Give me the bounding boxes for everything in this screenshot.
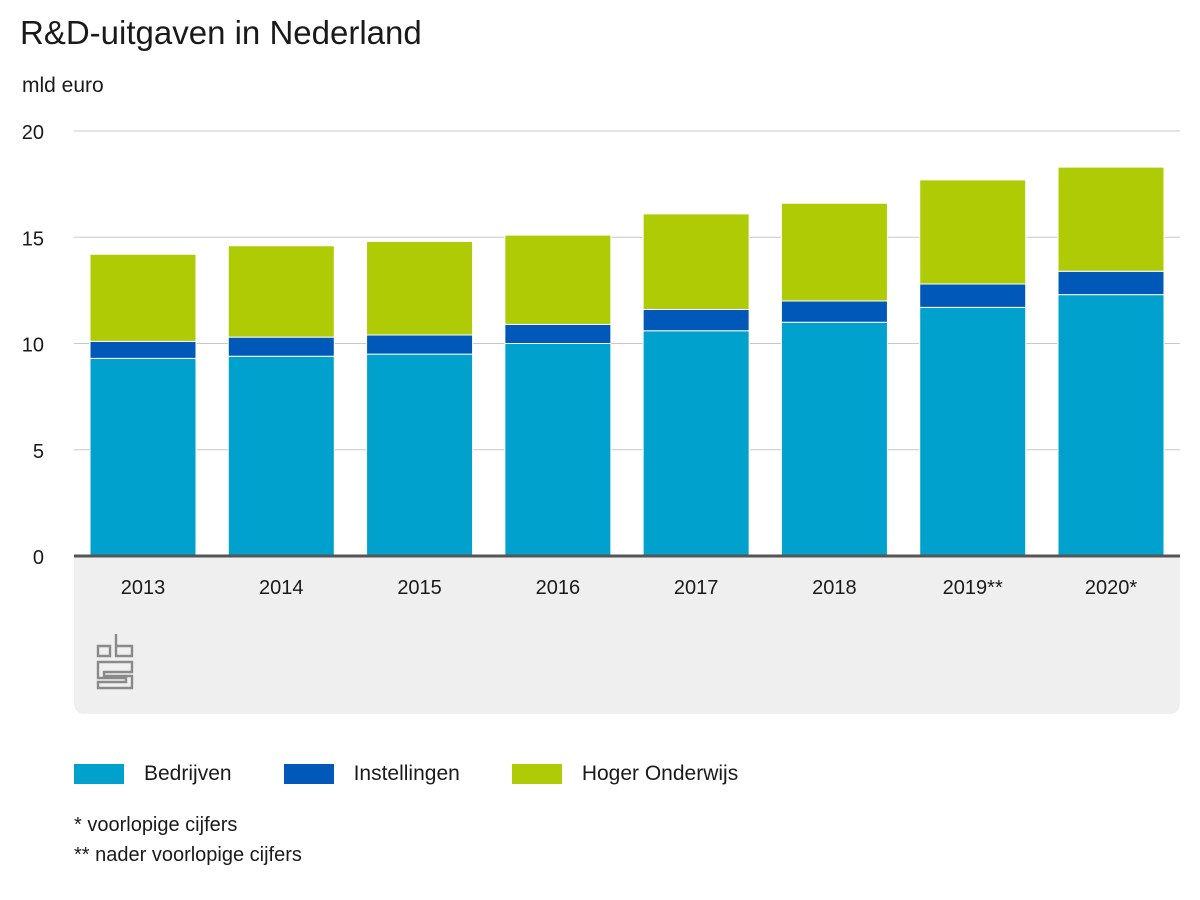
bar-segment bbox=[227, 245, 335, 338]
x-tick-label: 2013 bbox=[121, 577, 166, 599]
legend-swatch-hoger-onderwijs bbox=[511, 764, 562, 784]
bar-segment bbox=[89, 340, 197, 359]
bar-segment bbox=[366, 241, 474, 336]
y-tick-label: 5 bbox=[33, 441, 44, 463]
legend-item-bedrijven: Bedrijven bbox=[74, 762, 232, 786]
bar-segment bbox=[1057, 166, 1165, 272]
chart-title: R&D-uitgaven in Nederland bbox=[20, 14, 422, 51]
bar-segment bbox=[780, 202, 888, 302]
bar-segment bbox=[89, 357, 197, 557]
chart-plot: 0 5 10 15 20 2013 2014 2015 2016 2017 2018 2019** 20… bbox=[22, 122, 1180, 599]
bar-segment bbox=[504, 234, 612, 325]
x-tick-label: 2014 bbox=[259, 577, 304, 599]
footnote-voorlopig: * voorlopige cijfers bbox=[74, 814, 238, 836]
legend-label: Hoger Onderwijs bbox=[581, 762, 739, 785]
x-tick-label: 2016 bbox=[536, 577, 581, 599]
y-axis-unit-label: mld euro bbox=[22, 74, 104, 97]
y-tick-label: 20 bbox=[22, 122, 44, 144]
bar-segment bbox=[780, 321, 888, 557]
x-axis-panel bbox=[74, 556, 1180, 714]
bar-segment bbox=[1057, 294, 1165, 557]
legend: Bedrijven Instellingen Hoger Onderwijs bbox=[74, 762, 790, 786]
cbs-logo bbox=[96, 634, 134, 690]
bar-segment bbox=[919, 283, 1027, 308]
legend-item-hoger-onderwijs: Hoger Onderwijs bbox=[511, 762, 739, 786]
y-tick-label: 15 bbox=[22, 228, 44, 250]
bar-segment bbox=[642, 330, 750, 557]
bar-segment bbox=[89, 253, 197, 342]
bar-segment bbox=[919, 306, 1027, 557]
x-tick-label: 2020* bbox=[1085, 577, 1137, 599]
x-tick-label: 2017 bbox=[674, 577, 719, 599]
legend-label: Instellingen bbox=[353, 762, 460, 785]
bar-segment bbox=[1057, 270, 1165, 296]
legend-swatch-instellingen bbox=[283, 764, 334, 784]
bar-segment bbox=[504, 323, 612, 344]
y-tick-label: 10 bbox=[22, 335, 44, 357]
x-tick-label: 2015 bbox=[397, 577, 442, 599]
bar-segment bbox=[642, 309, 750, 332]
bar-segment bbox=[780, 300, 888, 323]
legend-swatch-bedrijven bbox=[74, 764, 124, 784]
bar-segment bbox=[227, 336, 335, 357]
legend-item-instellingen: Instellingen bbox=[283, 762, 460, 786]
bar-segment bbox=[642, 213, 750, 310]
bar-segment bbox=[227, 355, 335, 557]
x-tick-label: 2019** bbox=[943, 577, 1003, 599]
legend-label: Bedrijven bbox=[144, 762, 232, 785]
y-tick-label: 0 bbox=[33, 547, 44, 569]
bar-segment bbox=[366, 353, 474, 557]
bar-segment bbox=[919, 179, 1027, 285]
bar-segment bbox=[366, 334, 474, 355]
bar-segment bbox=[504, 343, 612, 557]
footnote-nader-voorlopig: ** nader voorlopige cijfers bbox=[74, 844, 302, 866]
x-tick-label: 2018 bbox=[812, 577, 857, 599]
